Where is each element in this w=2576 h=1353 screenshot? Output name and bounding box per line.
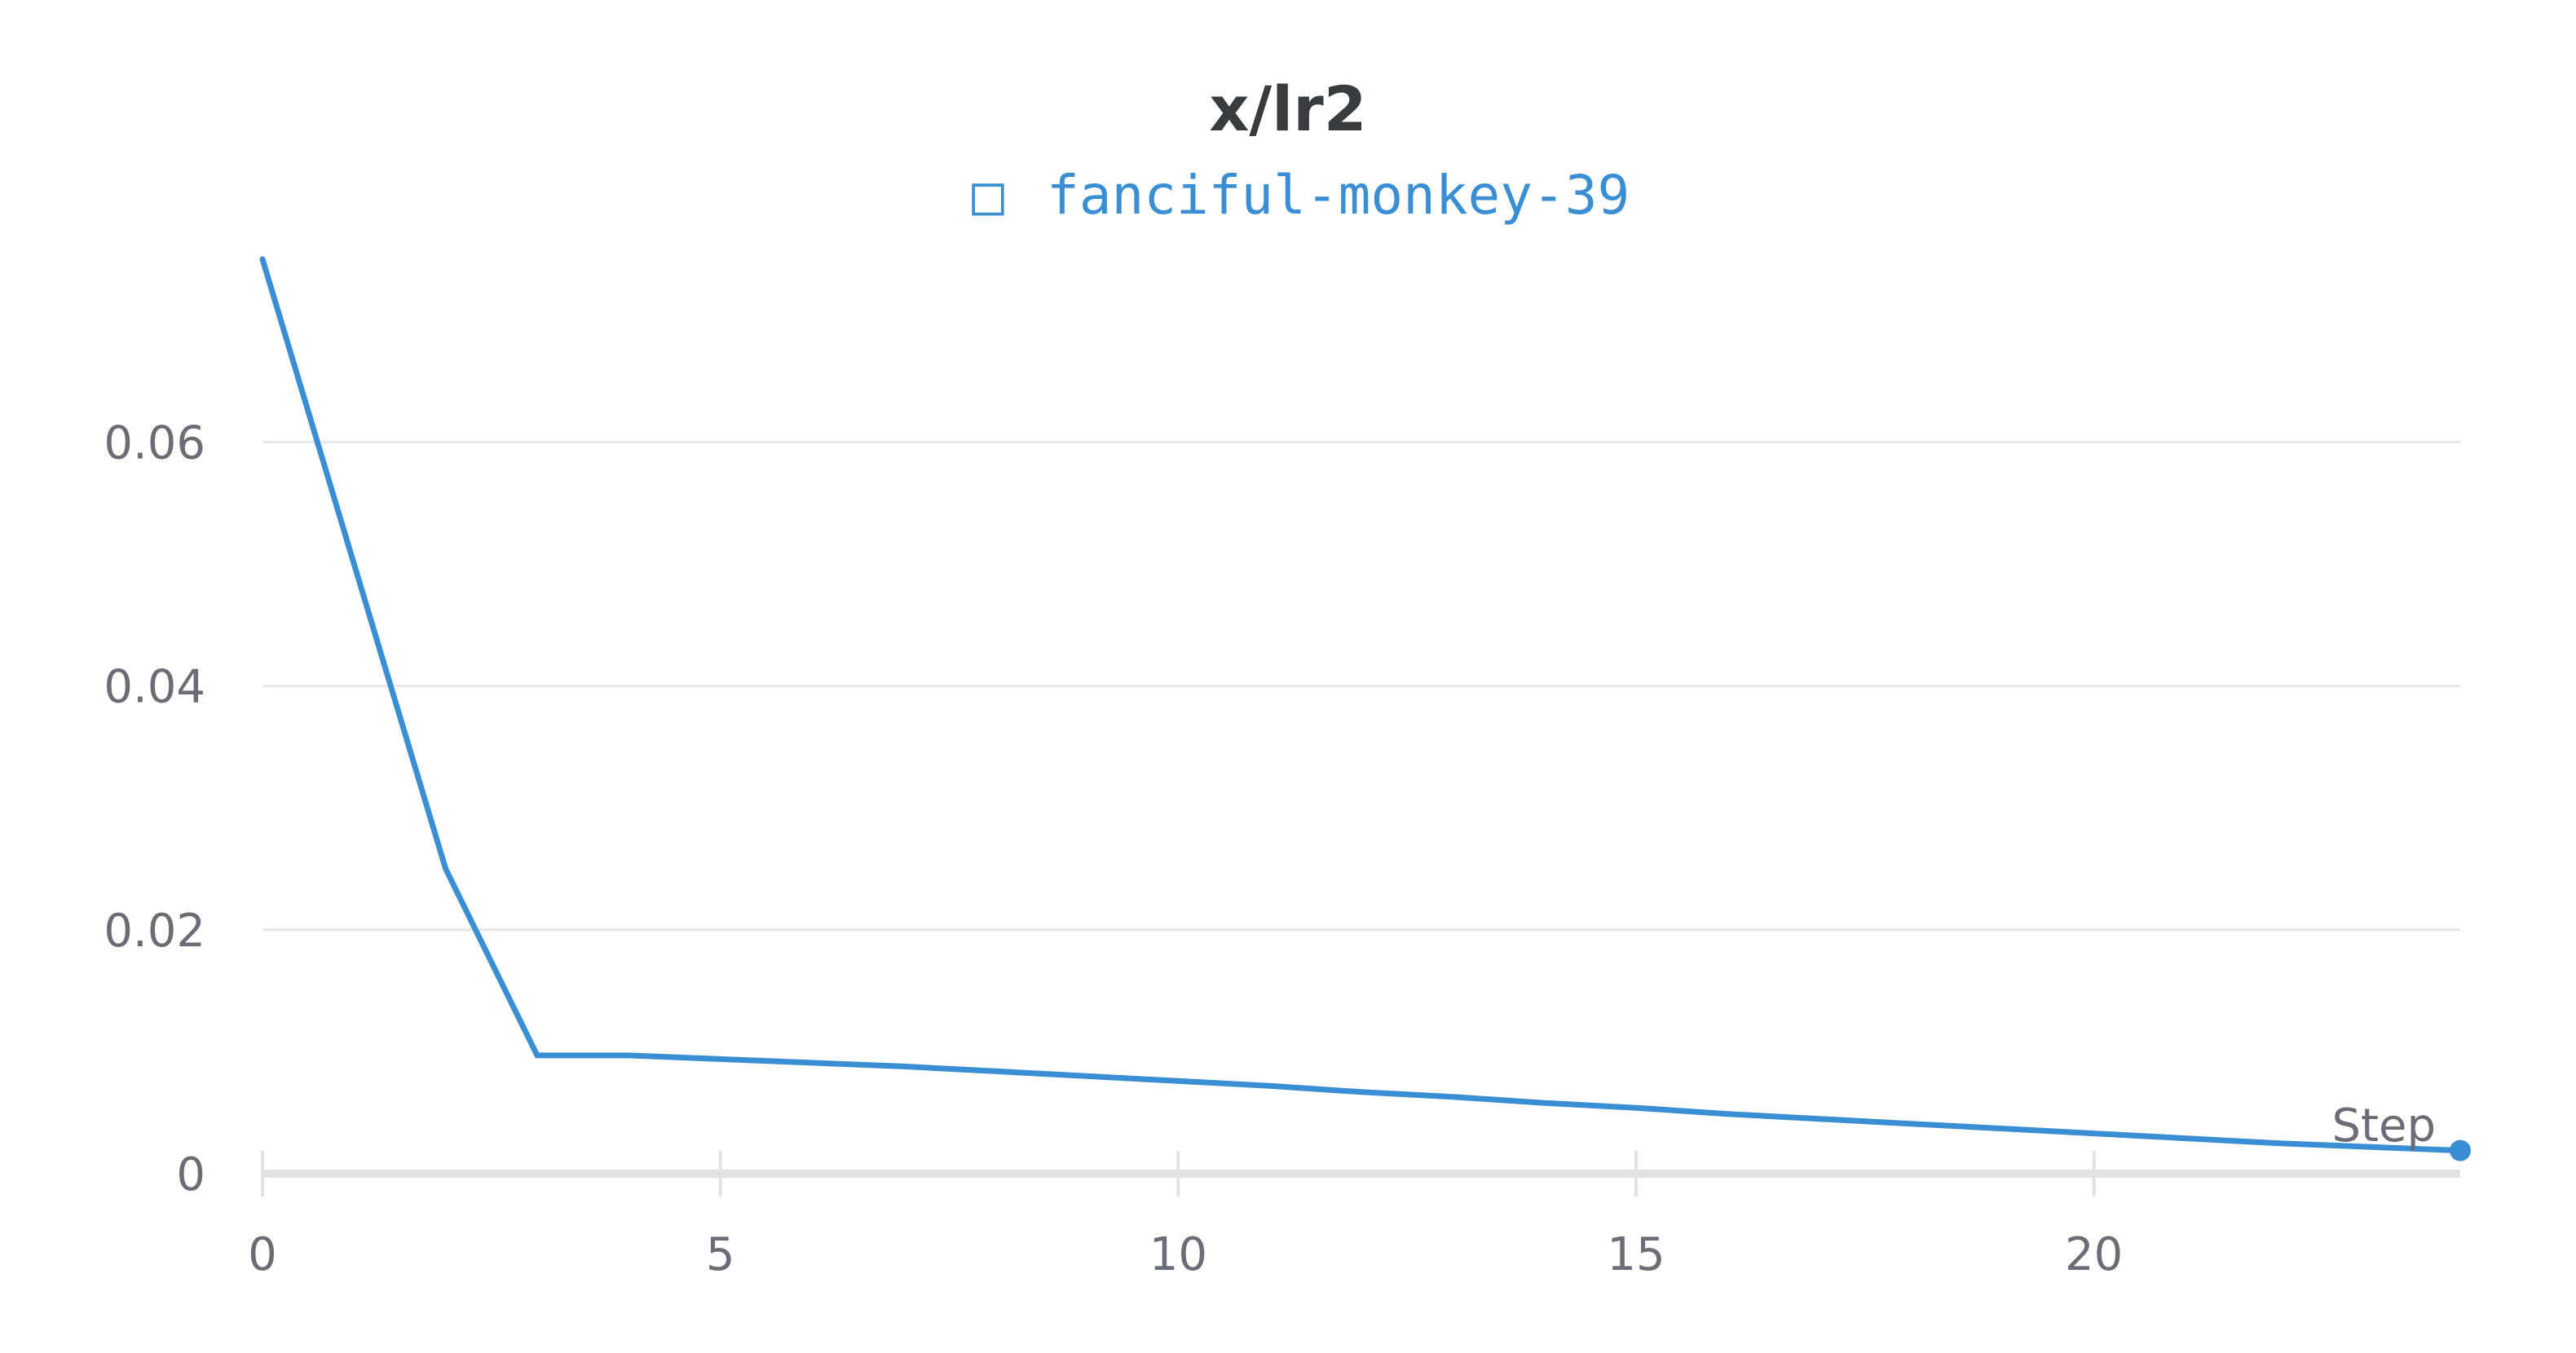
x-tick-label-2: 10 bbox=[1149, 1228, 1207, 1281]
y-tick-label-0: 0 bbox=[176, 1148, 205, 1201]
chart-title: x/lr2 bbox=[1209, 73, 1366, 145]
legend-label-fanciful-monkey-39[interactable]: fanciful-monkey-39 bbox=[1047, 164, 1630, 227]
legend[interactable]: □ fanciful-monkey-39 bbox=[972, 164, 1630, 227]
series-line-0[interactable] bbox=[259, 256, 2464, 1154]
x-axis bbox=[261, 1151, 2460, 1197]
legend-marker-icon: □ bbox=[972, 164, 1004, 227]
x-tick-label-0: 0 bbox=[248, 1228, 277, 1281]
x-tick-label-4: 20 bbox=[2065, 1228, 2123, 1281]
y-tick-label-2: 0.04 bbox=[104, 661, 205, 714]
y-tick-label-1: 0.02 bbox=[104, 905, 205, 958]
tick-labels: 0 5 10 15 20 0 0.02 0.04 0.06 bbox=[104, 416, 2123, 1281]
x-tick-label-1: 5 bbox=[706, 1228, 735, 1281]
y-tick-label-3: 0.06 bbox=[104, 416, 205, 469]
x-axis-label: Step bbox=[2331, 1100, 2436, 1152]
grid-lines bbox=[262, 440, 2460, 932]
series-layer bbox=[259, 256, 2471, 1161]
series-endpoint-0[interactable] bbox=[2450, 1139, 2471, 1161]
x-tick-label-3: 15 bbox=[1607, 1228, 1665, 1281]
